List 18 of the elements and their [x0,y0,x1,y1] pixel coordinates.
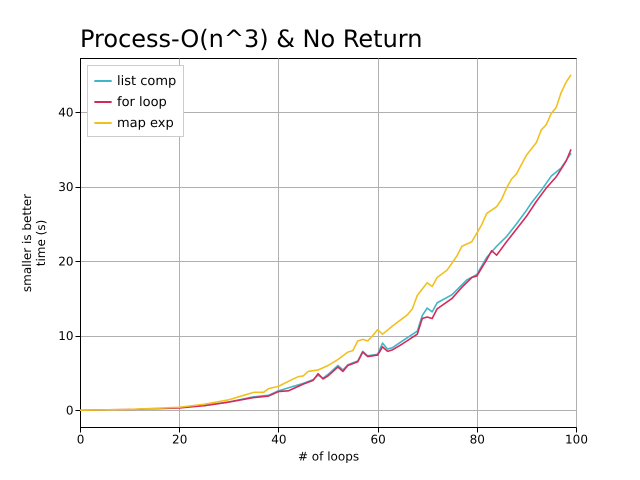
legend-label: for loop [117,95,167,110]
y-tick-label: 40 [58,106,74,120]
y-tick-label: 10 [58,329,74,344]
x-tick-label: 20 [172,432,188,446]
y-tick-label: 20 [58,254,74,269]
x-tick-label: 100 [565,432,588,446]
y-tick-label: 30 [58,180,74,194]
x-tick-label: 0 [76,432,84,446]
y-axis-title: smaller is better time (s) [20,194,48,292]
x-axis-title: # of loops [298,450,360,464]
y-tick-label: 0 [66,404,74,418]
chart-title: Process-O(n^3) & No Return [80,25,422,53]
x-tick-label: 80 [470,432,485,446]
x-tick-label: 60 [370,432,386,446]
legend-label: map exp [117,116,174,131]
line-series [80,74,572,412]
legend-label: list comp [117,74,176,89]
x-tick-label: 40 [271,432,287,446]
